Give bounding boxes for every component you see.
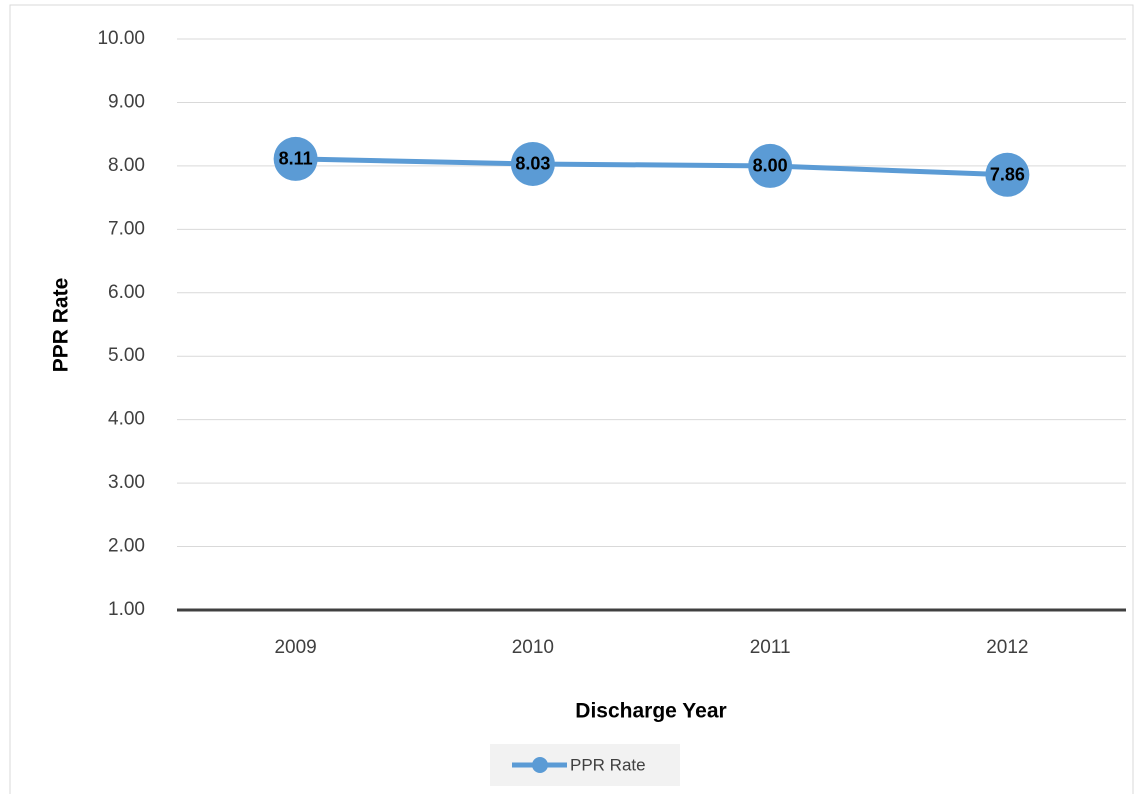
point-marker (748, 143, 793, 188)
data-label: 8.11 (279, 149, 313, 169)
y-tick-label: 8.00 (108, 155, 145, 176)
x-axis-title: Discharge Year (575, 700, 726, 723)
point-marker (985, 152, 1030, 197)
y-tick-label: 2.00 (108, 536, 145, 557)
y-tick-label: 5.00 (108, 345, 145, 366)
legend-marker (532, 757, 548, 773)
x-tick-label: 2009 (274, 637, 316, 658)
y-tick-label: 10.00 (97, 28, 145, 49)
x-tick-label: 2012 (986, 637, 1028, 658)
point-marker (273, 136, 318, 181)
data-label: 8.00 (753, 156, 788, 176)
y-tick-label: 9.00 (108, 91, 145, 112)
y-tick-label: 7.00 (108, 218, 145, 239)
y-tick-label: 4.00 (108, 409, 145, 430)
x-tick-label: 2011 (750, 637, 791, 658)
chart-border (9, 4, 1134, 794)
data-label: 8.03 (515, 154, 550, 174)
point-marker (510, 141, 555, 186)
y-axis-title: PPR Rate (50, 278, 73, 373)
legend-label: PPR Rate (570, 755, 646, 774)
y-tick-label: 6.00 (108, 282, 145, 303)
y-tick-label: 1.00 (108, 599, 145, 620)
series-line (295, 156, 1008, 178)
data-label: 7.86 (990, 165, 1025, 185)
x-tick-label: 2010 (512, 637, 554, 658)
y-tick-label: 3.00 (108, 472, 145, 493)
